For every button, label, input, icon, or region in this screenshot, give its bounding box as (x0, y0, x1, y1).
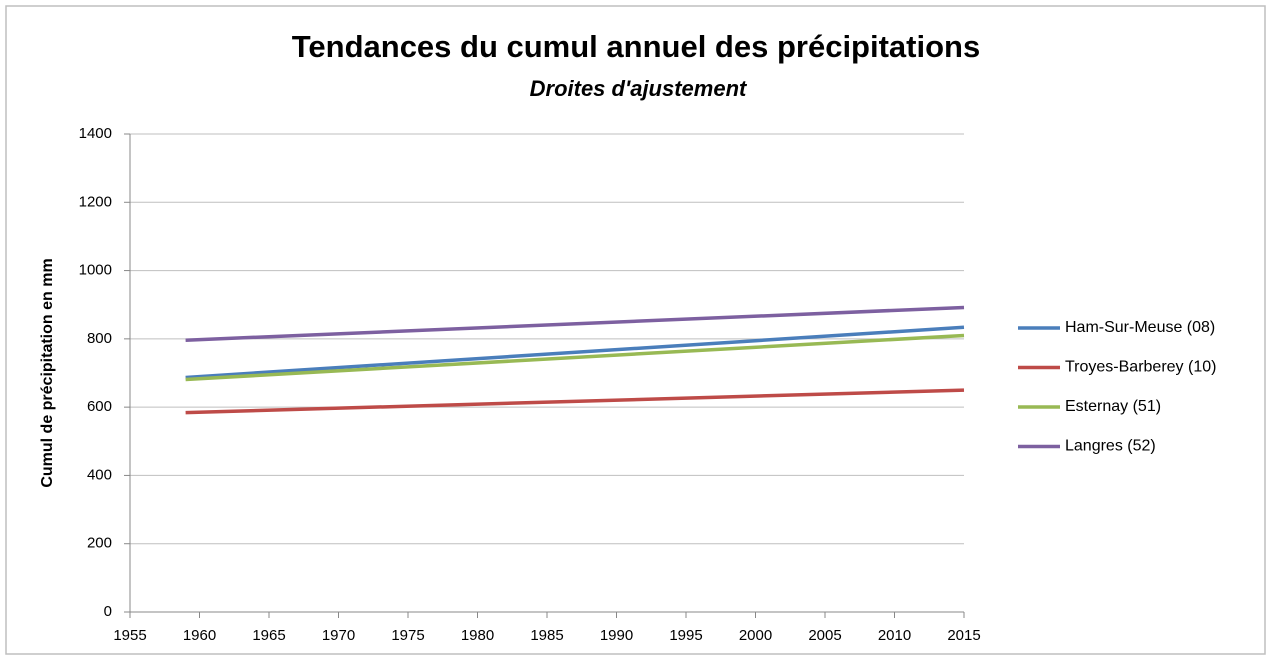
chart-subtitle: Droites d'ajustement (530, 76, 748, 101)
x-tick-label: 1970 (322, 627, 355, 644)
y-tick-label: 400 (87, 466, 112, 483)
x-tick-label: 1955 (113, 627, 146, 644)
y-axis-label: Cumul de précipitation en mm (39, 258, 56, 487)
y-tick-label: 200 (87, 535, 112, 552)
series-line (185, 333, 965, 382)
x-tick-label: 1960 (183, 627, 216, 644)
x-tick-label: 1995 (669, 627, 702, 644)
series-line (185, 325, 965, 380)
x-tick-label: 1990 (600, 627, 633, 644)
chart-title: Tendances du cumul annuel des précipitat… (292, 29, 980, 64)
y-tick-label: 1000 (79, 262, 112, 279)
x-tick-label: 2010 (878, 627, 911, 644)
legend-label: Langres (52) (1065, 438, 1156, 455)
series-line (185, 388, 965, 415)
x-tick-label: 2005 (808, 627, 841, 644)
legend-label: Troyes-Barberey (10) (1065, 359, 1216, 376)
series-line (185, 305, 965, 342)
legend-label: Esternay (51) (1065, 398, 1161, 415)
y-tick-label: 0 (104, 603, 112, 620)
y-tick-label: 600 (87, 398, 112, 415)
x-tick-label: 1985 (530, 627, 563, 644)
chart-frame (5, 5, 1266, 655)
x-tick-label: 1965 (252, 627, 285, 644)
y-tick-label: 800 (87, 330, 112, 347)
x-tick-label: 2015 (947, 627, 980, 644)
legend-label: Ham-Sur-Meuse (08) (1065, 319, 1215, 336)
y-tick-label: 1200 (79, 193, 112, 210)
x-tick-label: 2000 (739, 627, 772, 644)
x-tick-label: 1980 (461, 627, 494, 644)
y-tick-label: 1400 (79, 125, 112, 142)
x-tick-label: 1975 (391, 627, 424, 644)
